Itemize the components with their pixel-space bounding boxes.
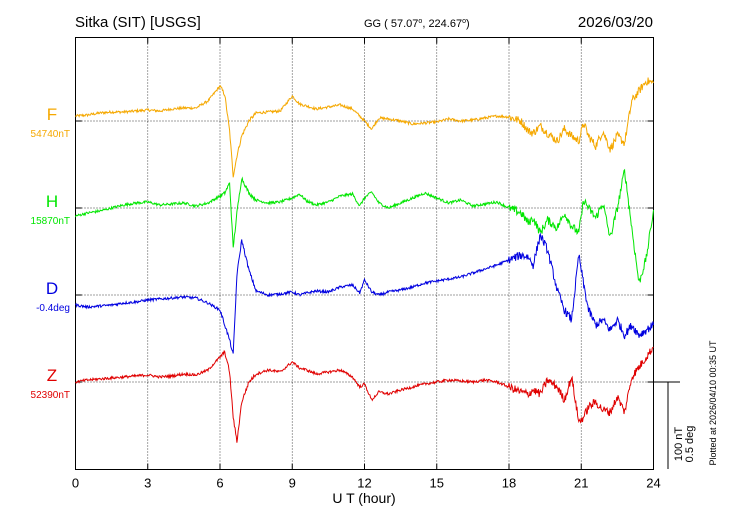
series-line-z — [75, 346, 654, 443]
station-title: Sitka (SIT) [USGS] — [75, 14, 201, 31]
x-tick-label: 12 — [357, 476, 371, 491]
series-labels: F 54740nT H 15870nT D -0.4deg Z 52390nT — [31, 105, 70, 401]
series-line-d — [75, 232, 654, 354]
series-baseline-d: -0.4deg — [36, 303, 70, 314]
series-baseline-z: 52390nT — [31, 390, 70, 401]
x-tick-label: 6 — [216, 476, 223, 491]
series-line-h — [75, 168, 654, 283]
plotted-timestamp: Plotted at 2026/04/10 00:35 UT — [708, 340, 718, 466]
date-label: 2026/03/20 — [578, 14, 653, 31]
x-tick-label: 21 — [574, 476, 588, 491]
deg-mark-1: o — [418, 18, 422, 25]
coords-label: GG ( 57.07o, 224.67o) — [364, 18, 470, 30]
deg-mark-2: o — [462, 18, 466, 25]
x-tick-label: 18 — [502, 476, 516, 491]
x-axis-label: U T (hour) — [332, 490, 395, 506]
x-tick-label: 9 — [289, 476, 296, 491]
coords-start: GG ( 57.07 — [364, 18, 418, 30]
series-name-f: F — [47, 105, 57, 124]
scale-bar-label-deg: 0.5 deg — [684, 426, 696, 463]
coords-mid: , 224.67 — [422, 18, 462, 30]
series-name-z: Z — [47, 366, 57, 385]
x-tick-label: 3 — [144, 476, 151, 491]
x-axis-ticks: 0 3 6 9 12 15 18 21 24 — [72, 37, 661, 491]
x-tick-label: 24 — [646, 476, 660, 491]
series-lines — [75, 77, 654, 443]
x-tick-label: 15 — [430, 476, 444, 491]
series-baseline-f: 54740nT — [31, 129, 70, 140]
grid-lines — [75, 37, 654, 470]
series-name-h: H — [46, 192, 58, 211]
scale-bar-label-nt: 100 nT — [673, 427, 685, 462]
series-baseline-h: 15870nT — [31, 216, 70, 227]
series-name-d: D — [46, 279, 58, 298]
coords-end: ) — [466, 18, 470, 30]
series-line-f — [75, 77, 654, 178]
x-tick-label: 0 — [72, 476, 79, 491]
